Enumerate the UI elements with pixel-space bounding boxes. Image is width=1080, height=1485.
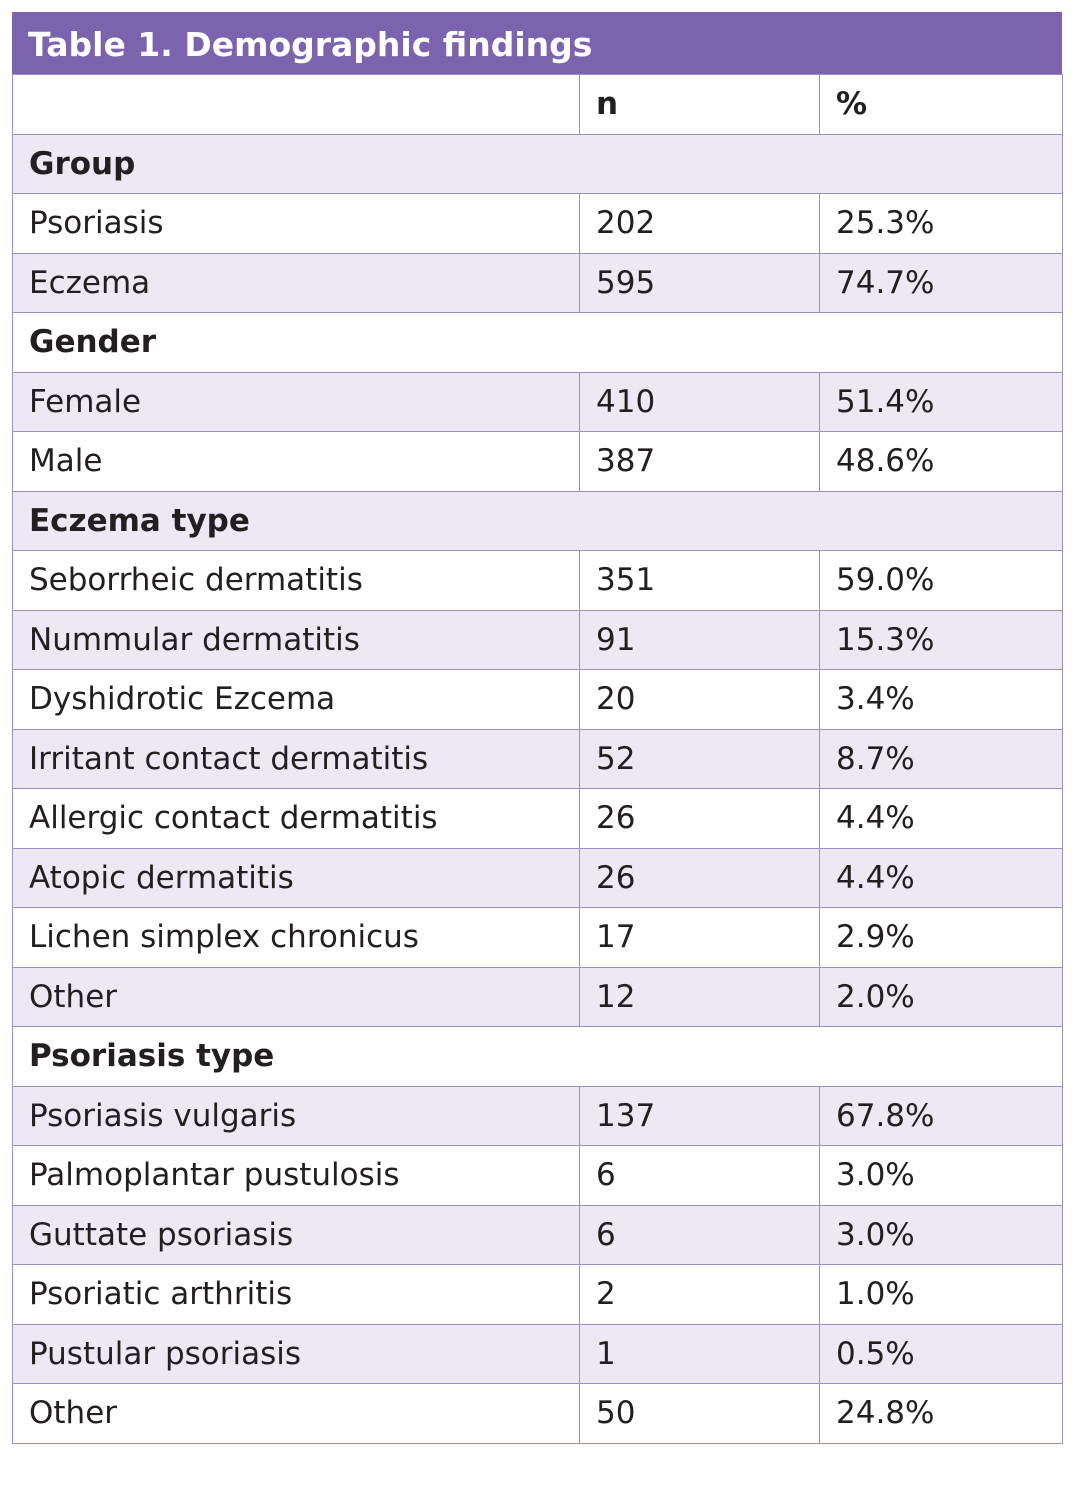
section-title: Psoriasis type (12, 1026, 1063, 1087)
percent-cell: 4.4% (819, 847, 1063, 908)
percent-cell: 74.7% (819, 252, 1063, 313)
table-row: n% (12, 74, 1063, 135)
table-row: Group (12, 133, 1063, 194)
count-cell: 50 (579, 1383, 820, 1444)
percent-cell: 4.4% (819, 788, 1063, 849)
table-row: Lichen simplex chronicus 17 2.9% (12, 907, 1063, 968)
row-label: Psoriatic arthritis (12, 1264, 580, 1325)
percent-cell: 3.0% (819, 1145, 1063, 1206)
percent-cell: 25.3% (819, 193, 1063, 254)
row-label: Other (12, 966, 580, 1027)
row-label: Male (12, 431, 580, 492)
count-cell: 6 (579, 1204, 820, 1265)
percent-cell: 3.4% (819, 669, 1063, 730)
count-cell: 26 (579, 788, 820, 849)
table-row: Dyshidrotic Ezcema 20 3.4% (12, 669, 1063, 730)
table-body: n% Group Psoriasis 202 25.3% Eczema 595 74.7% Ge… (12, 74, 1063, 1444)
row-label: Eczema (12, 252, 580, 313)
table-row: Psoriatic arthritis 2 1.0% (12, 1264, 1063, 1325)
table: n% Group Psoriasis 202 25.3% Eczema 595 74.7% Ge… (12, 74, 1063, 1444)
table-row: Atopic dermatitis 26 4.4% (12, 847, 1063, 908)
count-cell: 202 (579, 193, 820, 254)
percent-cell: 51.4% (819, 371, 1063, 432)
table-row: Irritant contact dermatitis 52 8.7% (12, 728, 1063, 789)
count-cell: 1 (579, 1323, 820, 1384)
count-cell: 137 (579, 1085, 820, 1146)
count-cell: 17 (579, 907, 820, 968)
header-cell: n (579, 74, 820, 135)
row-label: Pustular psoriasis (12, 1323, 580, 1384)
count-cell: 12 (579, 966, 820, 1027)
table-row: Psoriasis vulgaris 137 67.8% (12, 1085, 1063, 1146)
row-label: Guttate psoriasis (12, 1204, 580, 1265)
section-title: Gender (12, 312, 1063, 373)
table-row: Other 50 24.8% (12, 1383, 1063, 1444)
row-label: Psoriasis (12, 193, 580, 254)
count-cell: 410 (579, 371, 820, 432)
table-row: Female 410 51.4% (12, 371, 1063, 432)
percent-cell: 48.6% (819, 431, 1063, 492)
table-row: Gender (12, 312, 1063, 373)
count-cell: 6 (579, 1145, 820, 1206)
row-label: Nummular dermatitis (12, 609, 580, 670)
count-cell: 52 (579, 728, 820, 789)
percent-cell: 8.7% (819, 728, 1063, 789)
table-row: Pustular psoriasis 1 0.5% (12, 1323, 1063, 1384)
row-label: Lichen simplex chronicus (12, 907, 580, 968)
section-title: Group (12, 133, 1063, 194)
table-row: Eczema type (12, 490, 1063, 551)
section-title: Eczema type (12, 490, 1063, 551)
percent-cell: 59.0% (819, 550, 1063, 611)
count-cell: 387 (579, 431, 820, 492)
table-title: Table 1. Demographic findings (12, 12, 1062, 74)
row-label: Irritant contact dermatitis (12, 728, 580, 789)
count-cell: 26 (579, 847, 820, 908)
table-row: Male 387 48.6% (12, 431, 1063, 492)
percent-cell: 1.0% (819, 1264, 1063, 1325)
percent-cell: 15.3% (819, 609, 1063, 670)
table-row: Psoriasis type (12, 1026, 1063, 1087)
row-label: Other (12, 1383, 580, 1444)
row-label: Female (12, 371, 580, 432)
row-label: Allergic contact dermatitis (12, 788, 580, 849)
table-row: Guttate psoriasis 6 3.0% (12, 1204, 1063, 1265)
percent-cell: 0.5% (819, 1323, 1063, 1384)
percent-cell: 24.8% (819, 1383, 1063, 1444)
count-cell: 20 (579, 669, 820, 730)
row-label: Atopic dermatitis (12, 847, 580, 908)
table-container: Table 1. Demographic findings n% Group Pso… (12, 12, 1063, 1444)
table-row: Palmoplantar pustulosis 6 3.0% (12, 1145, 1063, 1206)
table-row: Nummular dermatitis 91 15.3% (12, 609, 1063, 670)
percent-cell: 2.9% (819, 907, 1063, 968)
percent-cell: 3.0% (819, 1204, 1063, 1265)
row-label: Psoriasis vulgaris (12, 1085, 580, 1146)
header-cell (12, 74, 580, 135)
count-cell: 91 (579, 609, 820, 670)
row-label: Palmoplantar pustulosis (12, 1145, 580, 1206)
percent-cell: 67.8% (819, 1085, 1063, 1146)
table-row: Other 12 2.0% (12, 966, 1063, 1027)
percent-cell: 2.0% (819, 966, 1063, 1027)
table-row: Psoriasis 202 25.3% (12, 193, 1063, 254)
table-row: Seborrheic dermatitis 351 59.0% (12, 550, 1063, 611)
row-label: Dyshidrotic Ezcema (12, 669, 580, 730)
count-cell: 2 (579, 1264, 820, 1325)
row-label: Seborrheic dermatitis (12, 550, 580, 611)
count-cell: 595 (579, 252, 820, 313)
table-row: Allergic contact dermatitis 26 4.4% (12, 788, 1063, 849)
table-row: Eczema 595 74.7% (12, 252, 1063, 313)
count-cell: 351 (579, 550, 820, 611)
header-cell: % (819, 74, 1063, 135)
